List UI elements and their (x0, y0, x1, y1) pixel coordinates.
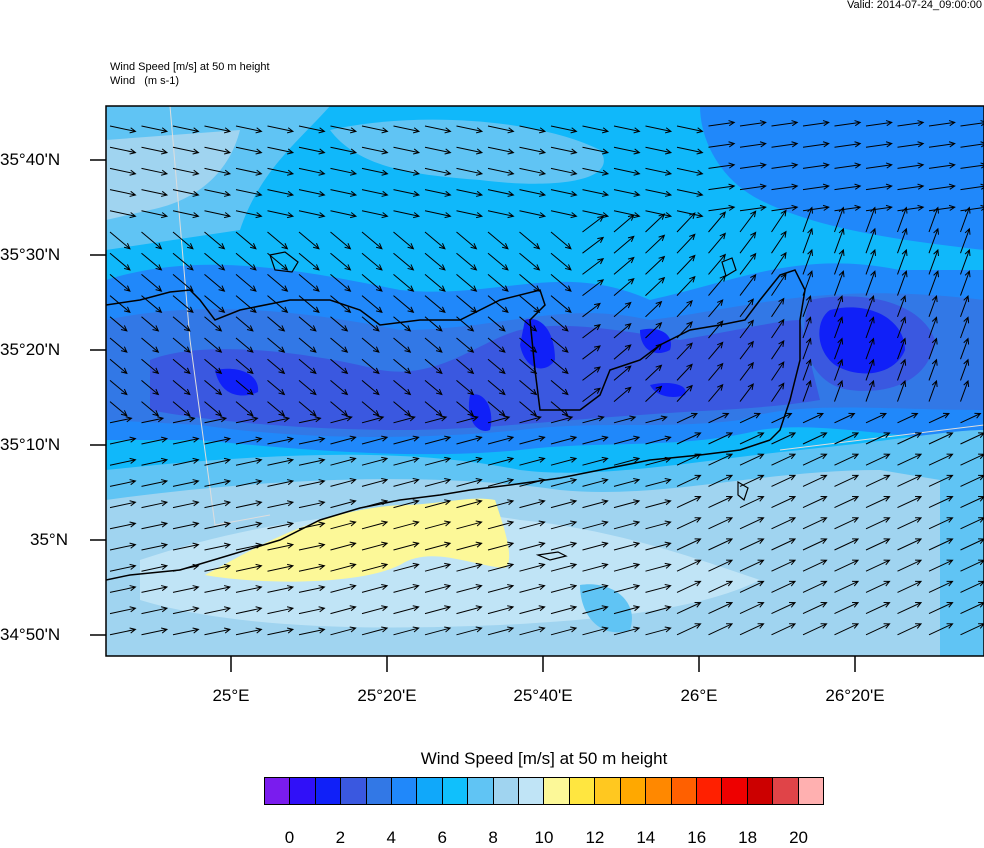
wind-map (0, 0, 984, 700)
colorbar-swatch (265, 778, 290, 804)
colorbar-swatch (519, 778, 544, 804)
colorbar-swatch (417, 778, 442, 804)
colorbar-label: 10 (535, 828, 554, 848)
colorbar-swatch (748, 778, 773, 804)
y-tick-label: 35°20'N (0, 340, 60, 360)
x-tick-label: 26°E (680, 686, 717, 706)
colorbar-swatch (494, 778, 519, 804)
colorbar-label: 4 (387, 828, 396, 848)
x-tick-label: 26°20'E (825, 686, 884, 706)
colorbar-swatch (544, 778, 569, 804)
colorbar-label: 2 (336, 828, 345, 848)
colorbar (264, 777, 824, 805)
colorbar-label: 6 (437, 828, 446, 848)
y-tick-label: 35°10'N (0, 435, 60, 455)
colorbar-label: 12 (585, 828, 604, 848)
y-tick-label: 35°N (30, 530, 68, 550)
colorbar-swatch (697, 778, 722, 804)
colorbar-swatch (799, 778, 823, 804)
colorbar-swatch (443, 778, 468, 804)
colorbar-label: 8 (488, 828, 497, 848)
colorbar-swatch (773, 778, 798, 804)
colorbar-swatch (367, 778, 392, 804)
colorbar-swatch (722, 778, 747, 804)
colorbar-swatch (468, 778, 493, 804)
colorbar-swatch (341, 778, 366, 804)
x-tick-label: 25°20'E (357, 686, 416, 706)
wind-speed-field (106, 106, 984, 656)
colorbar-swatch (290, 778, 315, 804)
colorbar-swatch (595, 778, 620, 804)
x-tick-label: 25°E (212, 686, 249, 706)
colorbar-swatch (646, 778, 671, 804)
colorbar-label: 14 (636, 828, 655, 848)
colorbar-label: 18 (738, 828, 757, 848)
colorbar-label: 0 (285, 828, 294, 848)
y-tick-label: 35°30'N (0, 245, 60, 265)
x-tick-label: 25°40'E (513, 686, 572, 706)
colorbar-swatch (621, 778, 646, 804)
colorbar-swatch (570, 778, 595, 804)
colorbar-title: Wind Speed [m/s] at 50 m height (264, 749, 824, 769)
colorbar-label: 20 (789, 828, 808, 848)
y-tick-label: 34°50'N (0, 625, 60, 645)
y-tick-label: 35°40'N (0, 150, 60, 170)
colorbar-swatch (392, 778, 417, 804)
colorbar-label: 16 (687, 828, 706, 848)
colorbar-swatch (672, 778, 697, 804)
colorbar-swatch (316, 778, 341, 804)
